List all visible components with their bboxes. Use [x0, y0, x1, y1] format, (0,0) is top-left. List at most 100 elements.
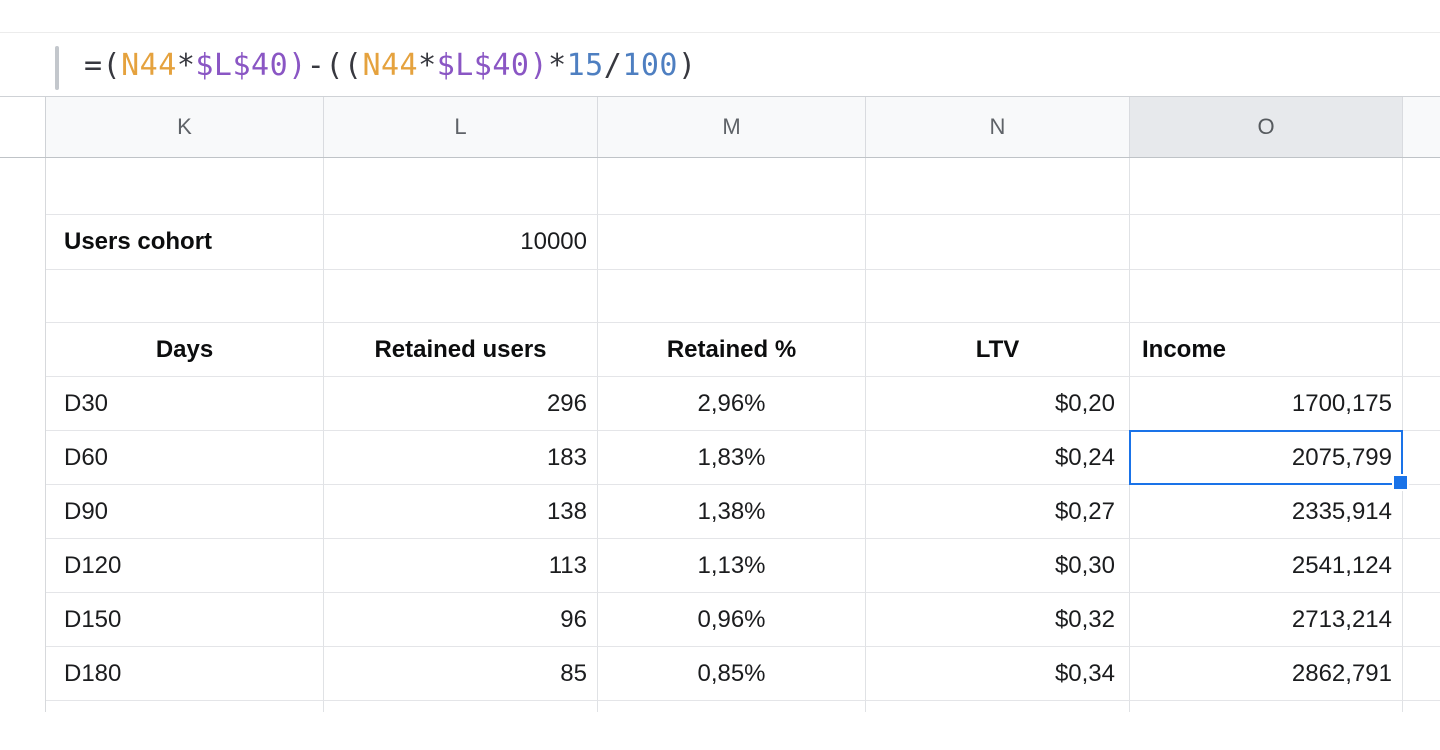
empty-cell[interactable]: [1130, 215, 1403, 270]
cell-retained-users[interactable]: 296: [324, 377, 598, 431]
empty-cell[interactable]: [324, 158, 598, 215]
row-stub: [0, 377, 46, 431]
formula-bar: =(N44 * $L$40) -((N44 * $L$40) * 15/100): [0, 32, 1440, 97]
cell-income[interactable]: 2862,791: [1130, 647, 1403, 701]
table-row-d180: D180 85 0,85% $0,34 2862,791: [0, 647, 1440, 701]
empty-cell[interactable]: [1403, 593, 1440, 647]
empty-cell[interactable]: [46, 158, 324, 215]
empty-cell[interactable]: [598, 158, 866, 215]
cell-retained-pct[interactable]: 1,38%: [598, 485, 866, 539]
header-retained-pct[interactable]: Retained %: [598, 323, 866, 377]
empty-cell: [1130, 701, 1403, 712]
row-stub: [0, 323, 46, 377]
empty-cell[interactable]: [1403, 431, 1440, 485]
row-stub: [0, 270, 46, 323]
empty-cell[interactable]: [1130, 158, 1403, 215]
header-days[interactable]: Days: [46, 323, 324, 377]
row-header-stub: [0, 97, 46, 157]
header-retained-users[interactable]: Retained users: [324, 323, 598, 377]
empty-cell[interactable]: [866, 215, 1130, 270]
formula-bar-divider: [55, 46, 59, 90]
table-row-d150: D150 96 0,96% $0,32 2713,214: [0, 593, 1440, 647]
empty-cell[interactable]: [866, 270, 1130, 323]
column-header-L[interactable]: L: [324, 97, 598, 157]
formula-token: -: [306, 47, 326, 83]
cell-retained-pct[interactable]: 0,96%: [598, 593, 866, 647]
cell-retained-pct[interactable]: 1,83%: [598, 431, 866, 485]
formula-input[interactable]: =(N44 * $L$40) -((N44 * $L$40) * 15/100): [84, 33, 697, 97]
formula-token: ): [288, 47, 307, 83]
cell-day[interactable]: D90: [46, 485, 324, 539]
column-header-O-selected[interactable]: O: [1130, 97, 1403, 157]
partial-row: [0, 701, 1440, 712]
cell-retained-pct[interactable]: 0,85%: [598, 647, 866, 701]
table-row-d30: D30 296 2,96% $0,20 1700,175: [0, 377, 1440, 431]
empty-cell[interactable]: [1130, 270, 1403, 323]
formula-token: ): [678, 47, 697, 83]
cell-retained-pct[interactable]: 1,13%: [598, 539, 866, 593]
empty-cell: [866, 701, 1130, 712]
empty-cell[interactable]: [1403, 215, 1440, 270]
empty-cell[interactable]: [1403, 377, 1440, 431]
cell-income[interactable]: 2713,214: [1130, 593, 1403, 647]
formula-token: N44: [362, 47, 419, 83]
column-header-N[interactable]: N: [866, 97, 1130, 157]
header-income[interactable]: Income: [1130, 323, 1403, 377]
cell-day[interactable]: D60: [46, 431, 324, 485]
empty-cell[interactable]: [1403, 158, 1440, 215]
table-row-d90: D90 138 1,38% $0,27 2335,914: [0, 485, 1440, 539]
cell-retained-users[interactable]: 96: [324, 593, 598, 647]
empty-row: [0, 270, 1440, 323]
row-stub: [0, 215, 46, 270]
empty-cell[interactable]: [1403, 323, 1440, 377]
row-stub: [0, 593, 46, 647]
cell-income-selected[interactable]: 2075,799: [1130, 431, 1403, 485]
cell-ltv[interactable]: $0,34: [866, 647, 1130, 701]
cell-retained-pct[interactable]: 2,96%: [598, 377, 866, 431]
column-header-overflow: [1403, 97, 1440, 157]
cell-income[interactable]: 2541,124: [1130, 539, 1403, 593]
empty-cell[interactable]: [1403, 647, 1440, 701]
table-row-d60: D60 183 1,83% $0,24 2075,799: [0, 431, 1440, 485]
cell-retained-users[interactable]: 138: [324, 485, 598, 539]
formula-token: =(: [84, 47, 122, 83]
cell-day[interactable]: D30: [46, 377, 324, 431]
cell-ltv[interactable]: $0,24: [866, 431, 1130, 485]
empty-cell[interactable]: [46, 270, 324, 323]
cell-retained-users[interactable]: 183: [324, 431, 598, 485]
column-header-K[interactable]: K: [46, 97, 324, 157]
formula-token: $L$40: [195, 47, 289, 83]
empty-cell[interactable]: [1403, 539, 1440, 593]
empty-cell[interactable]: [1403, 485, 1440, 539]
formula-token: 100: [622, 47, 678, 83]
formula-token: *: [418, 47, 437, 83]
cell-ltv[interactable]: $0,27: [866, 485, 1130, 539]
empty-cell[interactable]: [866, 158, 1130, 215]
empty-cell: [324, 701, 598, 712]
cell-ltv[interactable]: $0,30: [866, 539, 1130, 593]
table-header-row: Days Retained users Retained % LTV Incom…: [0, 323, 1440, 377]
cell-day[interactable]: D120: [46, 539, 324, 593]
empty-cell[interactable]: [324, 270, 598, 323]
cell-day[interactable]: D150: [46, 593, 324, 647]
row-stub: [0, 485, 46, 539]
cell-income[interactable]: 2335,914: [1130, 485, 1403, 539]
cell-users-cohort-label[interactable]: Users cohort: [46, 215, 324, 270]
empty-cell[interactable]: [1403, 270, 1440, 323]
cell-users-cohort-value[interactable]: 10000: [324, 215, 598, 270]
cell-ltv[interactable]: $0,32: [866, 593, 1130, 647]
cell-day[interactable]: D180: [46, 647, 324, 701]
empty-cell: [46, 701, 324, 712]
formula-token: ): [529, 47, 549, 83]
column-header-M[interactable]: M: [598, 97, 866, 157]
table-row-d120: D120 113 1,13% $0,30 2541,124: [0, 539, 1440, 593]
empty-cell[interactable]: [598, 215, 866, 270]
header-ltv[interactable]: LTV: [866, 323, 1130, 377]
row-stub: [0, 647, 46, 701]
cell-income[interactable]: 1700,175: [1130, 377, 1403, 431]
cell-retained-users[interactable]: 113: [324, 539, 598, 593]
row-stub: [0, 158, 46, 215]
cell-retained-users[interactable]: 85: [324, 647, 598, 701]
cell-ltv[interactable]: $0,20: [866, 377, 1130, 431]
empty-cell[interactable]: [598, 270, 866, 323]
